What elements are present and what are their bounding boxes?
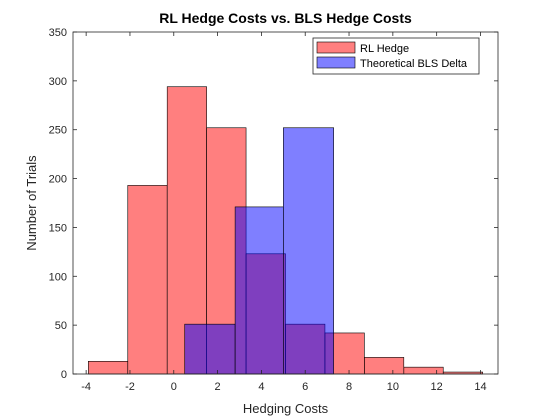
bar-series2-2 [234, 206, 284, 375]
axes-group [72, 31, 499, 375]
x-tick-label: 14 [474, 381, 486, 393]
legend-swatch-1 [316, 41, 356, 54]
legend-label-1: RL Hedge [360, 43, 409, 55]
y-tick-label: 0 [61, 369, 67, 381]
y-tick-label: 100 [49, 271, 67, 283]
x-tick-label: 6 [302, 381, 308, 393]
bar-series1-9 [403, 366, 444, 375]
y-axis-label: Number of Trials [24, 155, 39, 251]
bar-series1-8 [364, 357, 405, 375]
bar-series1-1 [88, 360, 129, 375]
bar-series2-3 [283, 127, 334, 375]
y-tick-label: 50 [55, 320, 67, 332]
x-tick-label: 0 [171, 381, 177, 393]
legend: RL Hedge Theoretical BLS Delta [312, 37, 480, 75]
x-tick-label: -4 [81, 381, 91, 393]
x-axis-label: Hedging Costs [243, 401, 329, 416]
x-tick-label: 12 [431, 381, 443, 393]
y-tick-label: 150 [49, 222, 67, 234]
x-tick-label: 4 [258, 381, 264, 393]
y-tick-label: 250 [49, 125, 67, 137]
x-tick-label: 10 [387, 381, 399, 393]
plot-frame [72, 31, 499, 375]
x-tick-label: -2 [125, 381, 135, 393]
chart-title: RL Hedge Costs vs. BLS Hedge Costs [159, 10, 412, 26]
y-tick-label: 350 [49, 27, 67, 39]
legend-label-2: Theoretical BLS Delta [360, 58, 468, 70]
ticks-group: -4 -2 0 2 4 6 8 10 12 14 0 50 100 150 200 250 300 350 [49, 27, 498, 393]
y-tick-label: 200 [49, 174, 67, 186]
bar-series1-2 [127, 185, 168, 375]
bar-series2-1 [184, 323, 236, 375]
bars-group [88, 86, 483, 375]
x-tick-label: 2 [215, 381, 221, 393]
x-tick-label: 8 [346, 381, 352, 393]
legend-swatch-2 [316, 56, 356, 69]
y-tick-label: 300 [49, 76, 67, 88]
